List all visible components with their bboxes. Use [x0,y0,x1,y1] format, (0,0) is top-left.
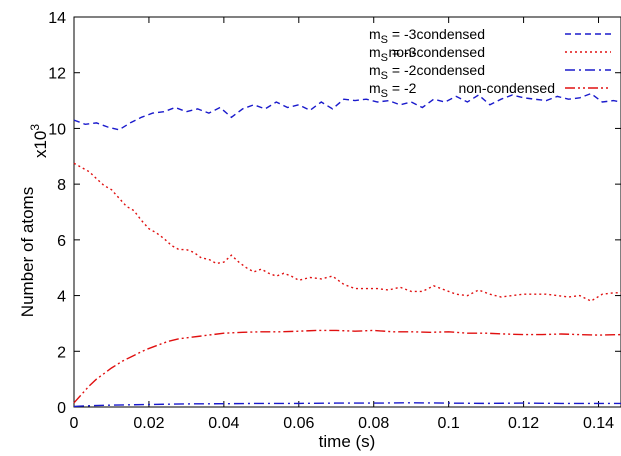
x-tick-label: 0.04 [208,415,239,432]
y-tick-label: 2 [57,344,66,361]
y-multiplier-exponent: 3 [28,124,42,131]
legend-series-label: mS = -3 [369,44,417,64]
y-tick-label: 14 [48,10,66,27]
x-tick-label: 0.08 [358,415,389,432]
y-axis: 0 2 4 6 8 10 12 14 [48,10,621,417]
y-tick-label: 12 [48,66,66,83]
series-layer [73,92,621,408]
legend-entry: mS = -2 condensed [369,62,611,82]
y-tick-label: 6 [57,233,66,250]
legend-state-label: condensed [416,26,485,42]
legend-state-label: non-condensed [388,44,485,60]
legend-series-label: mS = -3 [369,26,417,46]
y-tick-label: 8 [57,177,66,194]
x-tick-label: 0.14 [583,415,614,432]
y-multiplier: x103 [28,124,50,158]
series-line-1 [73,92,621,131]
series-line-3 [73,402,621,408]
legend-series-label: mS = -2 [369,80,417,100]
y-axis-label: Number of atoms [18,187,37,317]
x-tick-label: 0.1 [438,415,460,432]
y-tick-label: 4 [57,289,66,306]
series-line-2 [73,162,621,302]
x-tick-label: 0 [70,415,79,432]
x-tick-label: 0.02 [133,415,164,432]
legend-entry: mS = -3 condensed [369,26,611,46]
legend-entry: mS = -2 non-condensed [369,80,611,100]
plot-frame [73,16,621,408]
legend-state-label: condensed [416,62,485,78]
x-tick-label: 0.12 [508,415,539,432]
y-tick-label: 0 [57,400,66,417]
legend-state-label: non-condensed [458,80,555,96]
x-axis: 0 0.02 0.04 0.06 0.08 0.1 0.12 0.14 [70,17,614,432]
x-axis-label: time (s) [319,432,376,451]
x-tick-label: 0.06 [283,415,314,432]
series-line-4 [73,329,621,404]
y-multiplier-base: x10 [31,131,50,158]
legend-series-label: mS = -2 [369,62,417,82]
y-tick-label: 10 [48,121,66,138]
